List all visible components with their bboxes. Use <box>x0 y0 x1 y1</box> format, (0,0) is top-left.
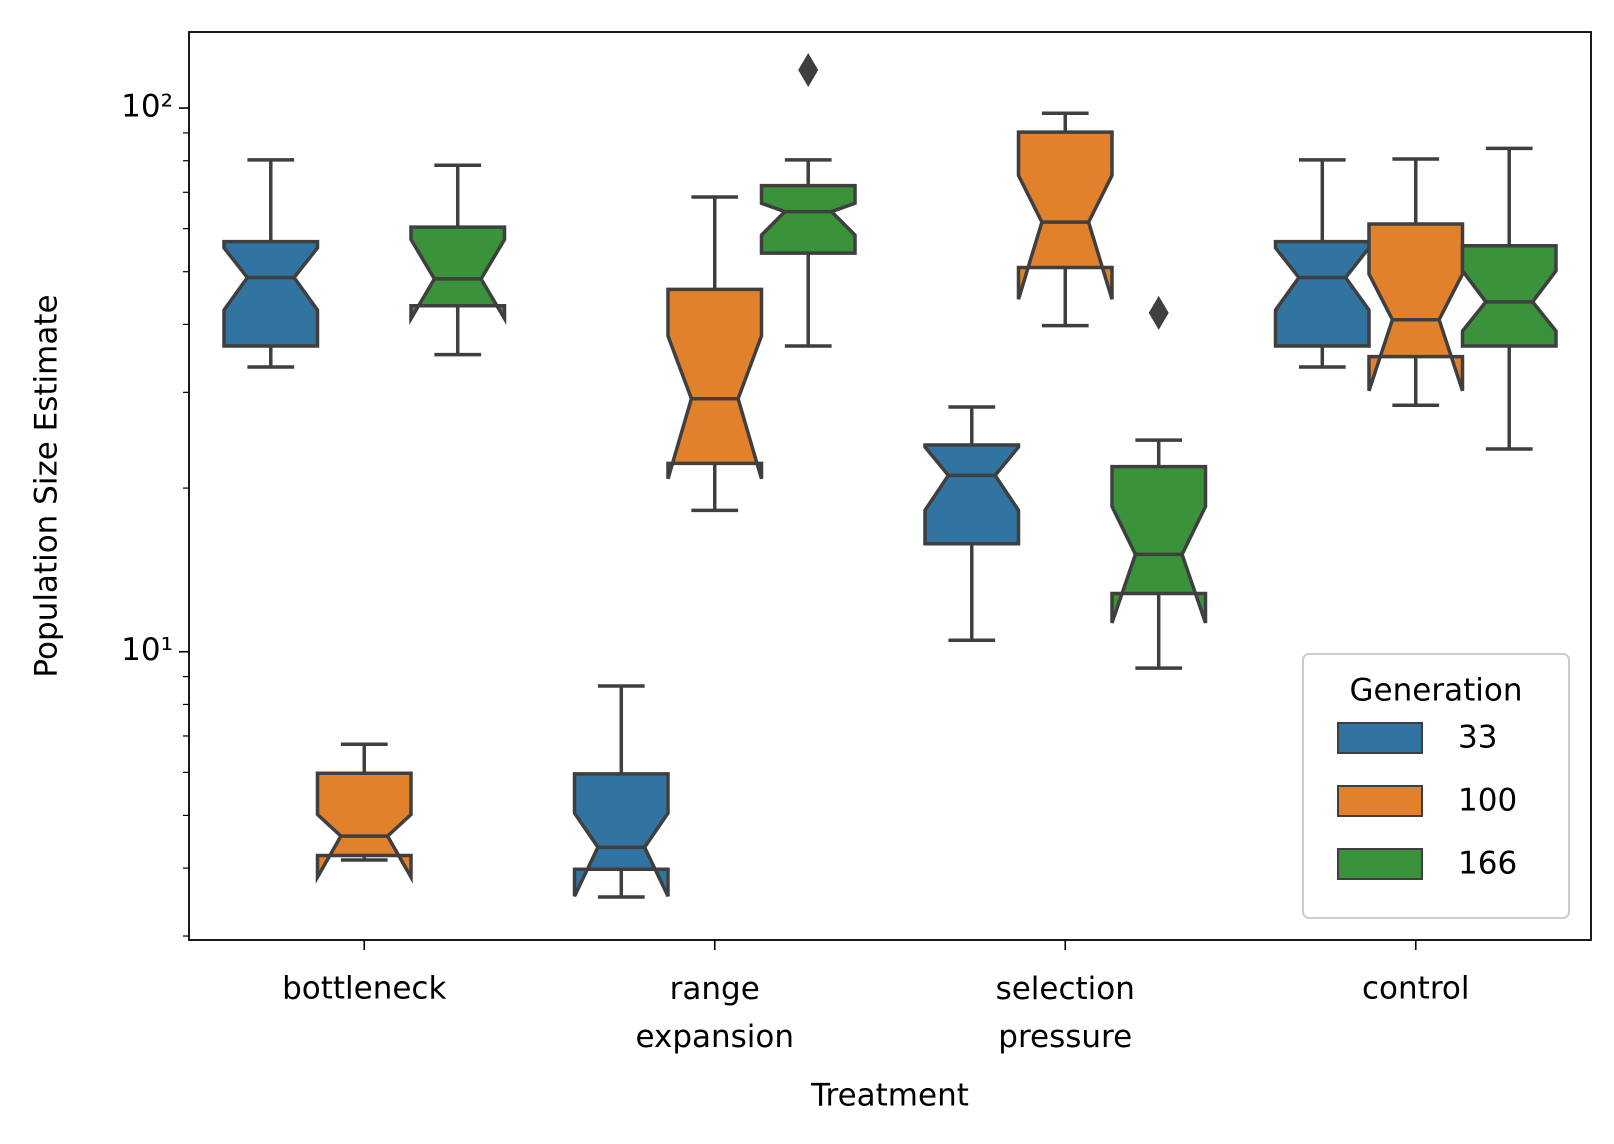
plot-frame <box>188 31 1592 941</box>
box-body <box>222 239 320 348</box>
x-tick-label: control <box>1362 971 1469 1007</box>
box <box>572 684 670 899</box>
box <box>1110 295 1208 670</box>
x-tick-label: selection pressure <box>996 971 1135 1055</box>
legend-label: 166 <box>1458 846 1517 882</box>
box-body <box>666 287 764 480</box>
box <box>759 52 857 348</box>
box-body <box>572 772 670 898</box>
outlier <box>798 52 819 87</box>
box <box>409 163 507 357</box>
box <box>923 405 1021 642</box>
box <box>315 742 413 884</box>
y-axis-label: Population Size Estimate <box>29 294 65 677</box>
y-tick-label: 10² <box>121 89 173 125</box>
legend-swatch <box>1337 848 1423 880</box>
legend-swatch <box>1337 785 1423 817</box>
box-body <box>923 443 1021 546</box>
x-axis-label: Treatment <box>810 1078 969 1114</box>
y-tick-label: 10¹ <box>121 632 173 668</box>
box-body <box>1273 239 1371 348</box>
box-body <box>1016 130 1114 300</box>
legend-swatch <box>1337 722 1423 754</box>
box <box>1367 157 1465 408</box>
legend-label: 100 <box>1458 783 1517 819</box>
box-body <box>1367 222 1465 392</box>
legend-label: 33 <box>1458 720 1497 756</box>
box-body <box>1460 244 1558 348</box>
outlier <box>1148 295 1169 330</box>
box <box>666 195 764 513</box>
x-tick-label: range expansion <box>635 971 794 1055</box>
box <box>1460 146 1558 451</box>
box-body <box>759 183 857 255</box>
box <box>222 158 320 369</box>
x-tick-label: bottleneck <box>282 971 446 1007</box>
box-body <box>315 771 413 884</box>
box-body <box>409 225 507 326</box>
box <box>1016 111 1114 328</box>
box-body <box>1110 464 1208 624</box>
box <box>1273 158 1371 369</box>
legend-title: Generation <box>1350 673 1523 709</box>
